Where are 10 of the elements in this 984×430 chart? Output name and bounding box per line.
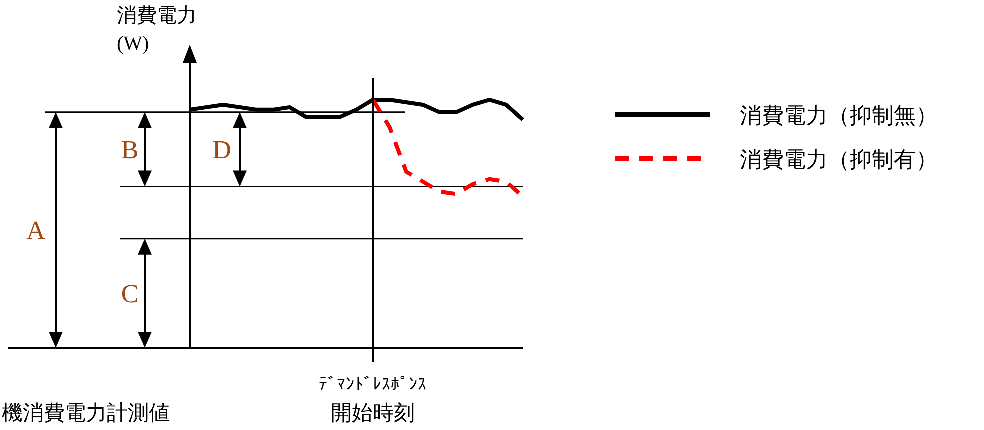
text: 開始時刻 — [331, 401, 416, 425]
text: ﾃﾞﾏﾝﾄﾞﾚｽﾎﾟﾝｽ — [319, 375, 428, 394]
annotation: D — [212, 136, 232, 165]
y-axis-title: 消費電力 (W) — [117, 5, 197, 55]
text: B — [121, 136, 139, 165]
legend-label: 消費電力（抑制有） — [740, 147, 938, 172]
text: A — [26, 216, 46, 246]
text: 機消費電力計測値 — [2, 401, 170, 425]
legend-label: 消費電力（抑制無） — [740, 103, 938, 128]
text: C — [121, 279, 139, 308]
